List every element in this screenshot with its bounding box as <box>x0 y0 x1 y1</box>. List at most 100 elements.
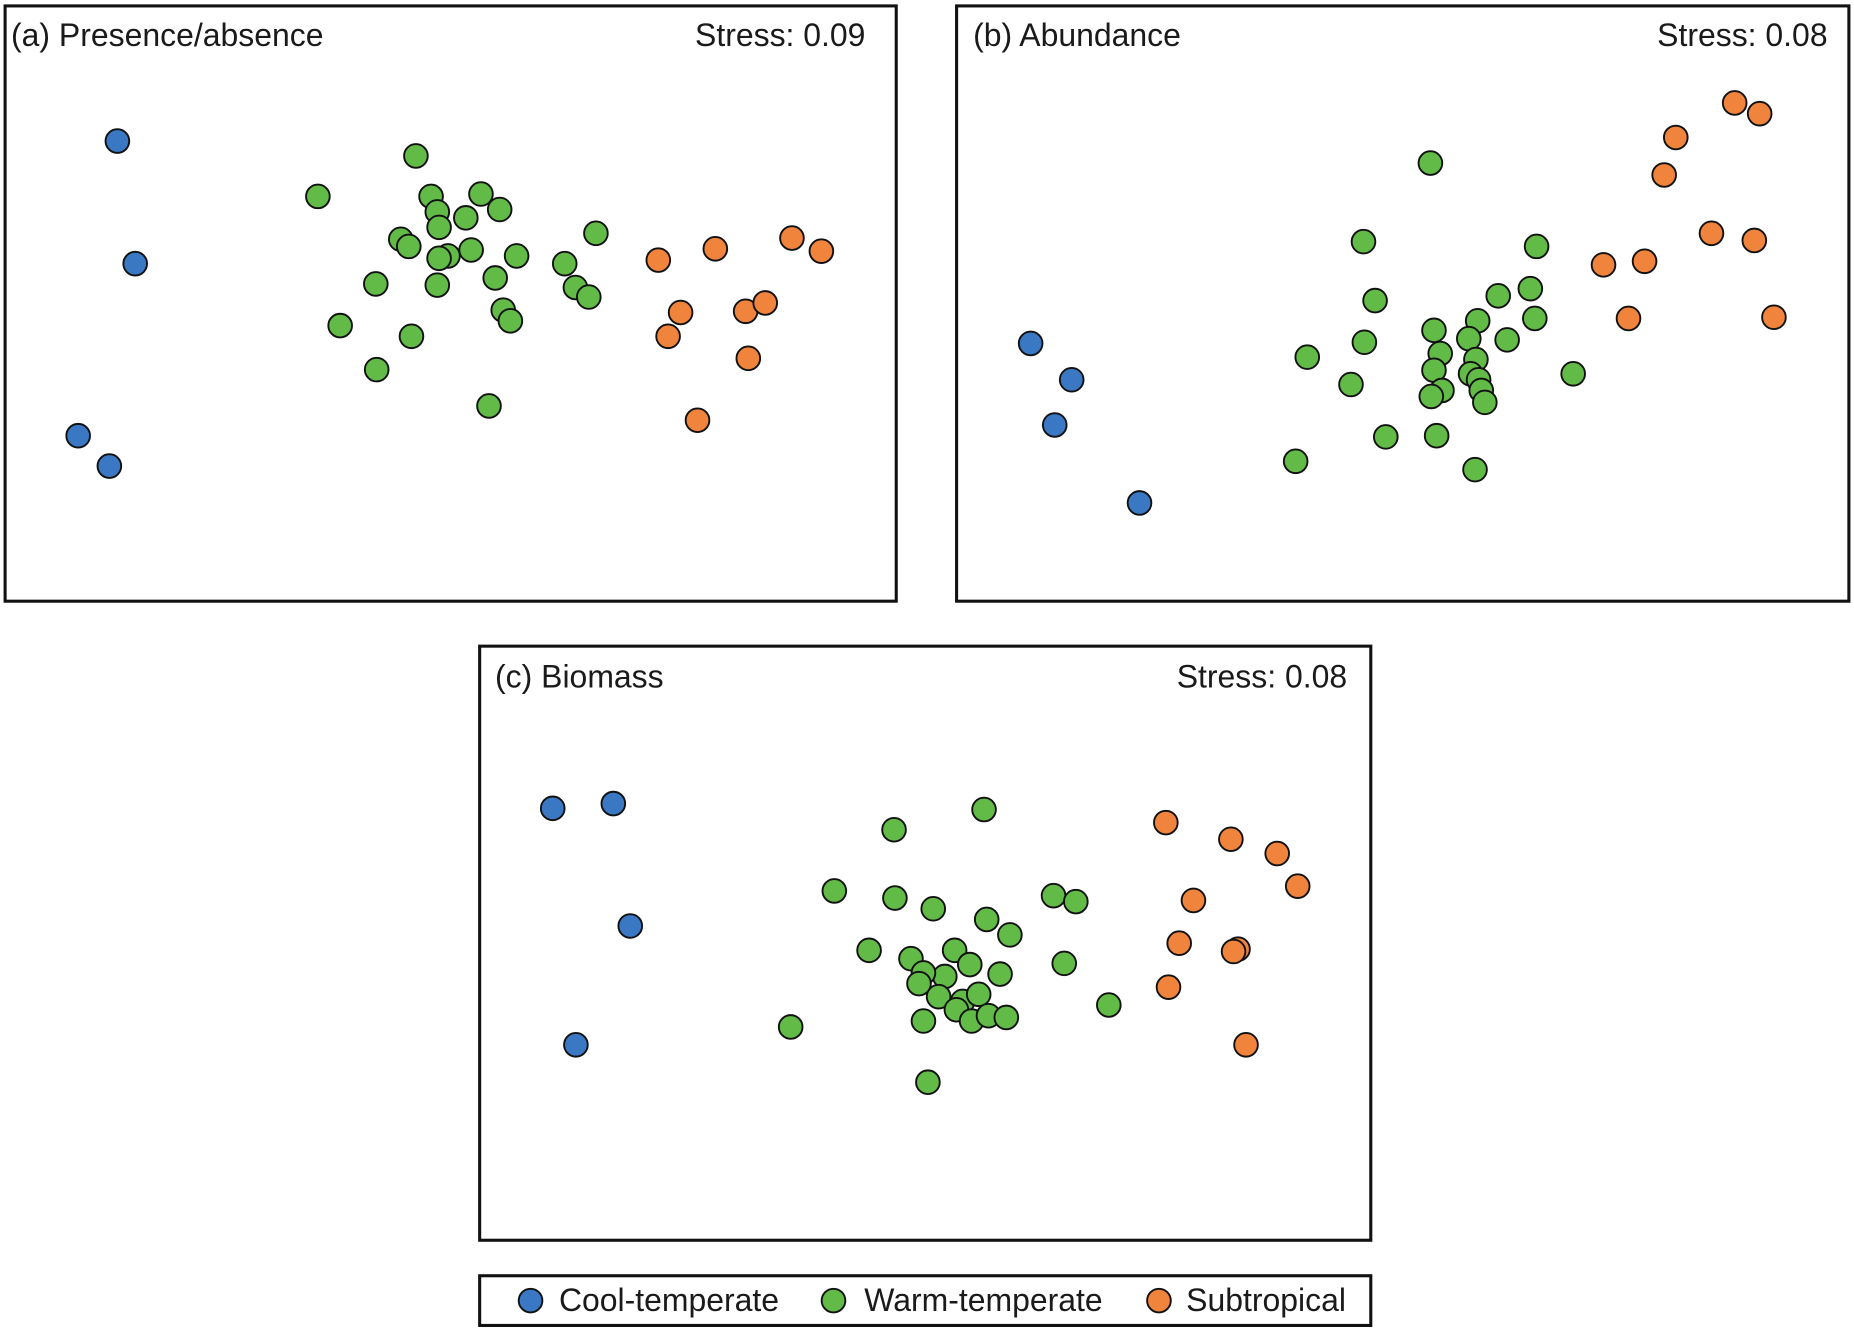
point-warm-temperate <box>821 878 848 904</box>
point-warm-temperate <box>426 214 452 241</box>
point-warm-temperate <box>1294 344 1321 370</box>
point-warm-temperate <box>777 1014 804 1040</box>
point-warm-temperate <box>1063 888 1089 915</box>
point-subtropical <box>1155 974 1182 1000</box>
point-warm-temperate <box>993 1004 1020 1031</box>
point-subtropical <box>655 323 681 350</box>
point-warm-temperate <box>551 250 578 277</box>
point-warm-temperate <box>997 922 1023 948</box>
point-warm-temperate <box>1051 950 1078 977</box>
point-subtropical <box>1721 90 1748 116</box>
point-warm-temperate <box>987 961 1013 987</box>
point-warm-temperate <box>1418 383 1445 410</box>
point-warm-temperate <box>305 183 331 210</box>
point-subtropical <box>1698 220 1725 247</box>
point-warm-temperate <box>363 356 390 383</box>
legend-frame <box>478 1274 1373 1327</box>
point-cool-temperate <box>104 128 131 154</box>
point-warm-temperate <box>856 937 882 964</box>
point-cool-temperate <box>1126 490 1153 516</box>
panel-title: (b) Abundance <box>973 17 1181 53</box>
point-cool-temperate <box>122 250 148 277</box>
legend: Cool-temperate Warm-temperate Subtropica… <box>478 1274 1373 1327</box>
point-warm-temperate <box>881 816 907 843</box>
point-warm-temperate <box>1338 371 1364 398</box>
point-subtropical <box>1218 826 1244 853</box>
point-cool-temperate <box>1041 412 1068 438</box>
point-subtropical <box>1663 124 1689 151</box>
point-subtropical <box>752 290 779 316</box>
point-warm-temperate <box>458 237 484 263</box>
point-subtropical <box>1264 840 1291 867</box>
point-cool-temperate <box>563 1032 589 1058</box>
point-cool-temperate <box>600 790 627 817</box>
point-subtropical <box>684 407 711 434</box>
point-subtropical <box>1615 305 1642 332</box>
point-warm-temperate <box>486 196 513 223</box>
point-warm-temperate <box>363 271 389 297</box>
point-warm-temperate <box>915 1069 941 1095</box>
panel-frame <box>478 644 1373 1242</box>
point-warm-temperate <box>1040 882 1067 909</box>
point-warm-temperate <box>973 906 1000 933</box>
point-warm-temperate <box>1517 275 1544 302</box>
point-subtropical <box>1233 1032 1259 1058</box>
point-warm-temperate <box>497 308 524 334</box>
stress-label: Stress: 0.08 <box>1657 17 1827 53</box>
point-subtropical <box>1741 227 1768 254</box>
panel-presence-absence: (a) Presence/absence Stress: 0.09 <box>3 4 898 603</box>
panel-abundance: (b) Abundance Stress: 0.08 <box>955 4 1851 603</box>
point-cool-temperate <box>617 913 644 939</box>
point-warm-temperate <box>1096 992 1122 1018</box>
legend-label-subtropical: Subtropical <box>1186 1282 1346 1318</box>
point-cool-temperate <box>1017 330 1044 357</box>
point-subtropical <box>735 345 762 372</box>
point-subtropical <box>645 247 672 273</box>
point-warm-temperate <box>426 245 452 272</box>
panel-title: (c) Biomass <box>495 659 664 695</box>
point-warm-temperate <box>327 312 353 339</box>
stress-label: Stress: 0.08 <box>1177 659 1347 695</box>
point-warm-temperate <box>882 885 908 911</box>
point-warm-temperate <box>403 143 429 169</box>
points-group <box>539 790 1311 1095</box>
point-subtropical <box>1220 938 1247 965</box>
point-cool-temperate <box>65 422 91 449</box>
point-cool-temperate <box>1058 366 1085 393</box>
point-warm-temperate <box>583 220 609 247</box>
point-warm-temperate <box>1417 150 1444 176</box>
point-subtropical <box>1761 304 1787 331</box>
point-warm-temperate <box>1472 389 1498 416</box>
point-warm-temperate <box>396 233 422 260</box>
point-warm-temperate <box>453 205 479 231</box>
legend-marker-warm-temperate <box>820 1287 847 1314</box>
point-warm-temperate <box>906 970 932 997</box>
point-warm-temperate <box>1560 361 1586 387</box>
legend-marker-cool-temperate <box>517 1287 544 1314</box>
point-warm-temperate <box>1423 422 1450 449</box>
point-warm-temperate <box>1485 283 1512 309</box>
point-warm-temperate <box>1421 317 1447 344</box>
point-subtropical <box>1166 930 1192 956</box>
stress-label: Stress: 0.09 <box>695 17 865 53</box>
point-subtropical <box>1651 162 1677 188</box>
point-subtropical <box>1631 248 1658 275</box>
point-warm-temperate <box>398 323 425 350</box>
point-warm-temperate <box>476 393 502 419</box>
point-warm-temperate <box>468 181 494 207</box>
point-warm-temperate <box>920 895 947 922</box>
legend-marker-subtropical <box>1146 1287 1172 1314</box>
point-subtropical <box>1153 809 1179 836</box>
points-group <box>65 128 835 479</box>
point-warm-temperate <box>1362 287 1388 314</box>
legend-label-cool-temperate: Cool-temperate <box>559 1282 779 1318</box>
point-warm-temperate <box>957 951 983 978</box>
panel-frame <box>955 4 1851 603</box>
point-subtropical <box>779 225 805 251</box>
point-warm-temperate <box>910 1008 937 1034</box>
point-warm-temperate <box>925 983 952 1010</box>
point-warm-temperate <box>1282 448 1309 475</box>
point-warm-temperate <box>1462 456 1488 483</box>
point-subtropical <box>1180 887 1207 914</box>
